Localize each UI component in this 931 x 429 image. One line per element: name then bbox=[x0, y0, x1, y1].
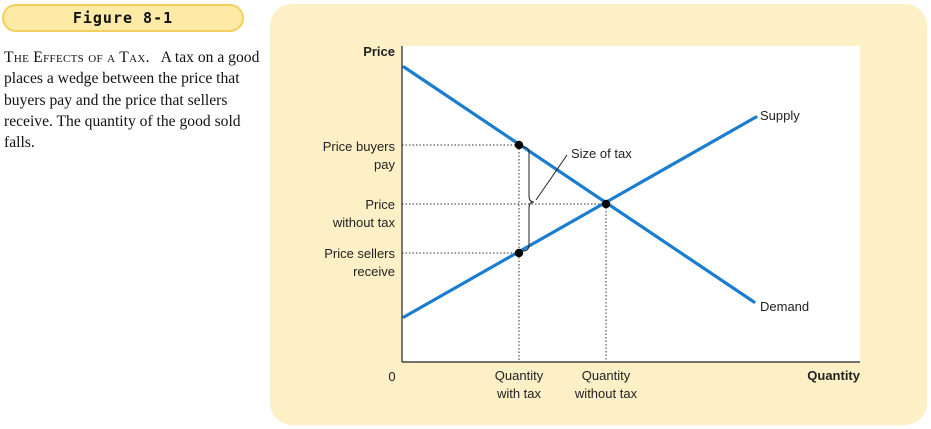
origin-label: 0 bbox=[388, 369, 395, 384]
seller-price-point bbox=[514, 248, 524, 258]
y-axis-label: Price bbox=[363, 44, 395, 59]
qty-no-tax-label-2: without tax bbox=[574, 386, 638, 401]
equilibrium-point bbox=[601, 199, 611, 209]
caption-text: A tax on a good places a wedge between t… bbox=[4, 49, 260, 152]
demand-label: Demand bbox=[760, 299, 809, 314]
demand-curve bbox=[402, 65, 756, 304]
figure-label: Figure 8-1 bbox=[2, 4, 244, 32]
price-no-tax-label-1: Price bbox=[365, 197, 395, 212]
price-buyers-label-1: Price buyers bbox=[323, 139, 396, 154]
price-sellers-label-2: receive bbox=[353, 264, 395, 279]
tax-size-label: Size of tax bbox=[571, 146, 632, 161]
buyer-price-point bbox=[514, 140, 524, 150]
price-sellers-label-1: Price sellers bbox=[324, 246, 395, 261]
supply-curve bbox=[402, 115, 758, 319]
figure-caption: The Effects of a Tax. A tax on a good pl… bbox=[4, 47, 260, 153]
caption-heading: The Effects of a Tax. bbox=[4, 49, 150, 66]
x-axis-label: Quantity bbox=[807, 368, 860, 383]
qty-tax-label-2: with tax bbox=[496, 386, 542, 401]
qty-tax-label-1: Quantity bbox=[495, 368, 544, 383]
plot-area bbox=[402, 46, 860, 362]
supply-label: Supply bbox=[760, 108, 800, 123]
tax-leader-line bbox=[535, 154, 568, 201]
price-buyers-label-2: pay bbox=[374, 157, 395, 172]
qty-no-tax-label-1: Quantity bbox=[582, 368, 631, 383]
tax-brace bbox=[522, 146, 535, 252]
price-no-tax-label-2: without tax bbox=[332, 215, 396, 230]
